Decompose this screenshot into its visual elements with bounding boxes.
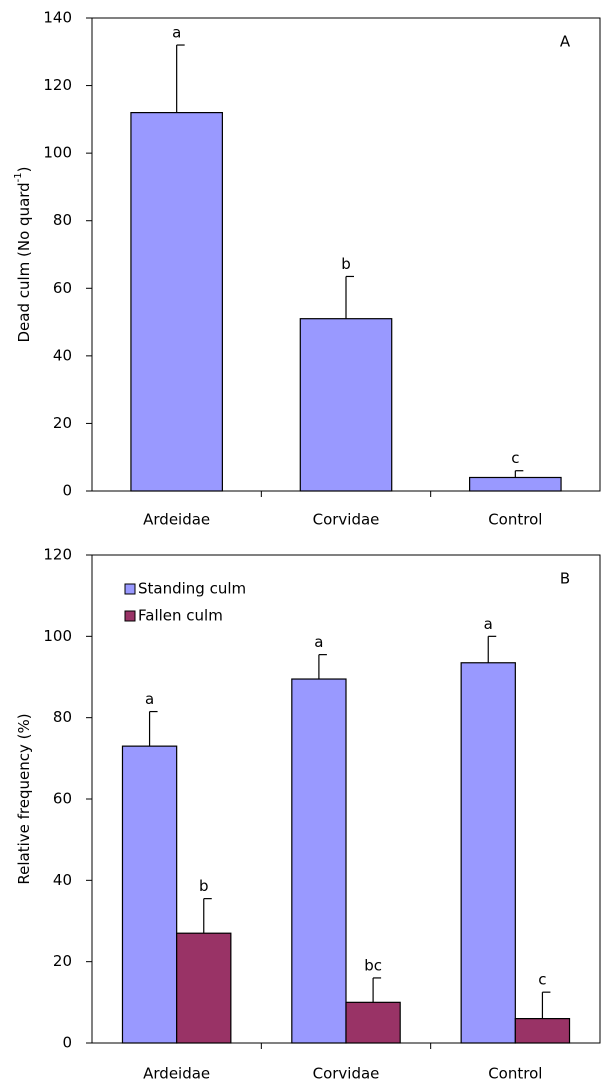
y-tick-label: 80 [53, 708, 72, 726]
significance-letter: c [511, 449, 519, 467]
y-axis-label-text: Dead culm (No quard [15, 182, 33, 342]
significance-letter: a [314, 633, 323, 651]
y-tick-label: 20 [53, 414, 72, 432]
y-tick-label: 0 [62, 1034, 72, 1052]
y-tick-label: 80 [53, 211, 72, 229]
x-tick-label: Corvidae [313, 1065, 380, 1083]
error-bar [345, 275, 354, 319]
y-tick-label: 120 [43, 546, 72, 564]
panel-label: B [560, 570, 570, 588]
x-tick-label: Corvidae [313, 511, 380, 529]
significance-letter: a [145, 690, 154, 708]
legend-swatch [124, 583, 136, 595]
x-tick-label: Ardeidae [143, 1065, 210, 1083]
x-tick-label: Control [488, 511, 542, 529]
y-tick-label: 60 [53, 279, 72, 297]
bar [130, 111, 223, 492]
error-bar [176, 44, 185, 113]
y-axis-label: Dead culm (No quard-1) [13, 166, 33, 342]
error-bar [541, 991, 551, 1019]
bar [121, 745, 178, 1044]
bar [345, 1001, 401, 1044]
y-tick-label: 60 [53, 790, 72, 808]
y-tick-label: 40 [53, 346, 72, 364]
error-bar [514, 470, 524, 478]
y-tick-label: 100 [43, 144, 72, 162]
y-axis-label: Relative frequency (%) [15, 713, 33, 884]
significance-letter: b [341, 255, 351, 273]
significance-letter: bc [364, 956, 382, 974]
y-tick-label: 140 [43, 9, 72, 27]
error-bar [487, 635, 497, 663]
bar [291, 678, 347, 1044]
y-tick-label: 0 [62, 482, 72, 500]
y-axis-label-sup: -1 [13, 172, 24, 182]
error-bar [318, 654, 327, 680]
x-tick-label: Control [488, 1065, 542, 1083]
x-tick-label: Ardeidae [143, 511, 210, 529]
y-axis-label-end: ) [15, 166, 33, 172]
bar [514, 1017, 571, 1044]
y-tick-label: 120 [43, 76, 72, 94]
bar [460, 662, 516, 1044]
significance-letter: c [538, 971, 546, 989]
y-tick-label: 100 [43, 627, 72, 645]
bar [299, 318, 393, 492]
bar [469, 476, 562, 492]
y-tick-label: 20 [53, 952, 72, 970]
y-tick-label: 40 [53, 871, 72, 889]
significance-letter: a [172, 24, 181, 42]
y-axis-label-text: Relative frequency (%) [15, 713, 33, 884]
bar [176, 932, 232, 1044]
significance-letter: b [199, 877, 209, 895]
legend-swatch [124, 610, 136, 622]
error-bar [203, 898, 212, 934]
panel-label: A [560, 33, 571, 51]
error-bar [148, 710, 158, 747]
error-bar [372, 977, 382, 1003]
legend-label: Standing culm [138, 580, 246, 598]
significance-letter: a [484, 615, 493, 633]
legend-label: Fallen culm [138, 607, 223, 625]
